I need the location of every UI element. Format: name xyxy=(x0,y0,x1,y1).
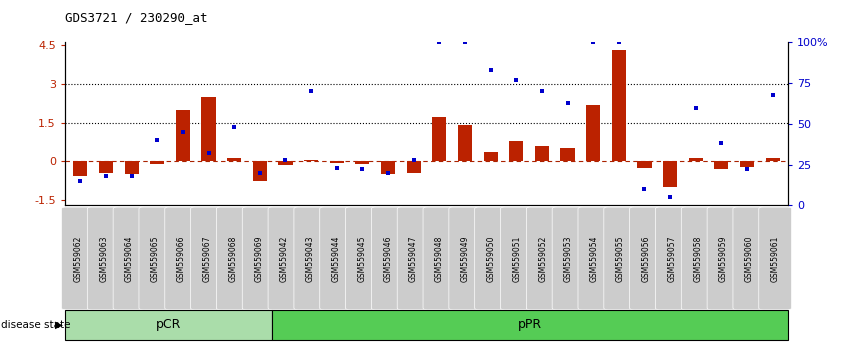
Bar xyxy=(432,118,446,161)
Bar xyxy=(227,158,242,161)
Bar xyxy=(279,161,293,165)
Text: GSM559064: GSM559064 xyxy=(125,235,134,282)
Bar xyxy=(663,161,677,187)
Text: GSM559059: GSM559059 xyxy=(719,235,728,282)
Bar xyxy=(766,158,779,161)
Text: GSM559054: GSM559054 xyxy=(590,235,599,282)
Text: GSM559055: GSM559055 xyxy=(616,235,624,282)
Text: GSM559042: GSM559042 xyxy=(280,235,289,282)
Text: GSM559068: GSM559068 xyxy=(229,235,237,282)
Bar xyxy=(535,146,549,161)
Text: GDS3721 / 230290_at: GDS3721 / 230290_at xyxy=(65,11,208,24)
Bar xyxy=(99,161,113,173)
Text: ▶: ▶ xyxy=(55,320,62,330)
Text: GSM559052: GSM559052 xyxy=(539,235,547,282)
Text: GSM559046: GSM559046 xyxy=(384,235,392,282)
Bar xyxy=(611,50,626,161)
Text: GSM559044: GSM559044 xyxy=(332,235,340,282)
Bar xyxy=(74,161,87,176)
Bar xyxy=(688,158,703,161)
Text: GSM559065: GSM559065 xyxy=(151,235,160,282)
Text: GSM559063: GSM559063 xyxy=(100,235,108,282)
Bar xyxy=(586,104,600,161)
Bar xyxy=(560,148,574,161)
Text: disease state: disease state xyxy=(1,320,70,330)
Bar xyxy=(304,160,318,161)
Text: GSM559048: GSM559048 xyxy=(435,235,444,282)
Text: GSM559045: GSM559045 xyxy=(358,235,366,282)
Bar xyxy=(509,141,523,161)
Bar xyxy=(407,161,421,173)
Text: GSM559043: GSM559043 xyxy=(306,235,314,282)
Text: GSM559049: GSM559049 xyxy=(461,235,469,282)
Text: GSM559060: GSM559060 xyxy=(745,235,753,282)
Text: GSM559051: GSM559051 xyxy=(513,235,521,282)
Text: pPR: pPR xyxy=(518,318,542,331)
Text: GSM559069: GSM559069 xyxy=(254,235,263,282)
Bar xyxy=(714,161,728,169)
Bar xyxy=(125,161,139,174)
Bar xyxy=(330,161,344,163)
Bar xyxy=(202,97,216,161)
Text: GSM559047: GSM559047 xyxy=(409,235,418,282)
Text: GSM559056: GSM559056 xyxy=(642,235,650,282)
Bar xyxy=(355,161,370,164)
Text: GSM559050: GSM559050 xyxy=(487,235,495,282)
Text: GSM559057: GSM559057 xyxy=(668,235,676,282)
Text: GSM559061: GSM559061 xyxy=(771,235,779,282)
Bar xyxy=(637,161,651,168)
Bar xyxy=(483,152,498,161)
Bar xyxy=(458,125,472,161)
Text: GSM559062: GSM559062 xyxy=(74,235,82,282)
Text: GSM559066: GSM559066 xyxy=(177,235,185,282)
Bar xyxy=(176,110,190,161)
Text: GSM559067: GSM559067 xyxy=(203,235,211,282)
Text: GSM559053: GSM559053 xyxy=(564,235,573,282)
Bar xyxy=(740,161,754,166)
Bar xyxy=(150,161,165,164)
Bar xyxy=(253,161,267,181)
Text: pCR: pCR xyxy=(156,318,181,331)
Text: GSM559058: GSM559058 xyxy=(693,235,702,282)
Bar xyxy=(381,161,395,174)
